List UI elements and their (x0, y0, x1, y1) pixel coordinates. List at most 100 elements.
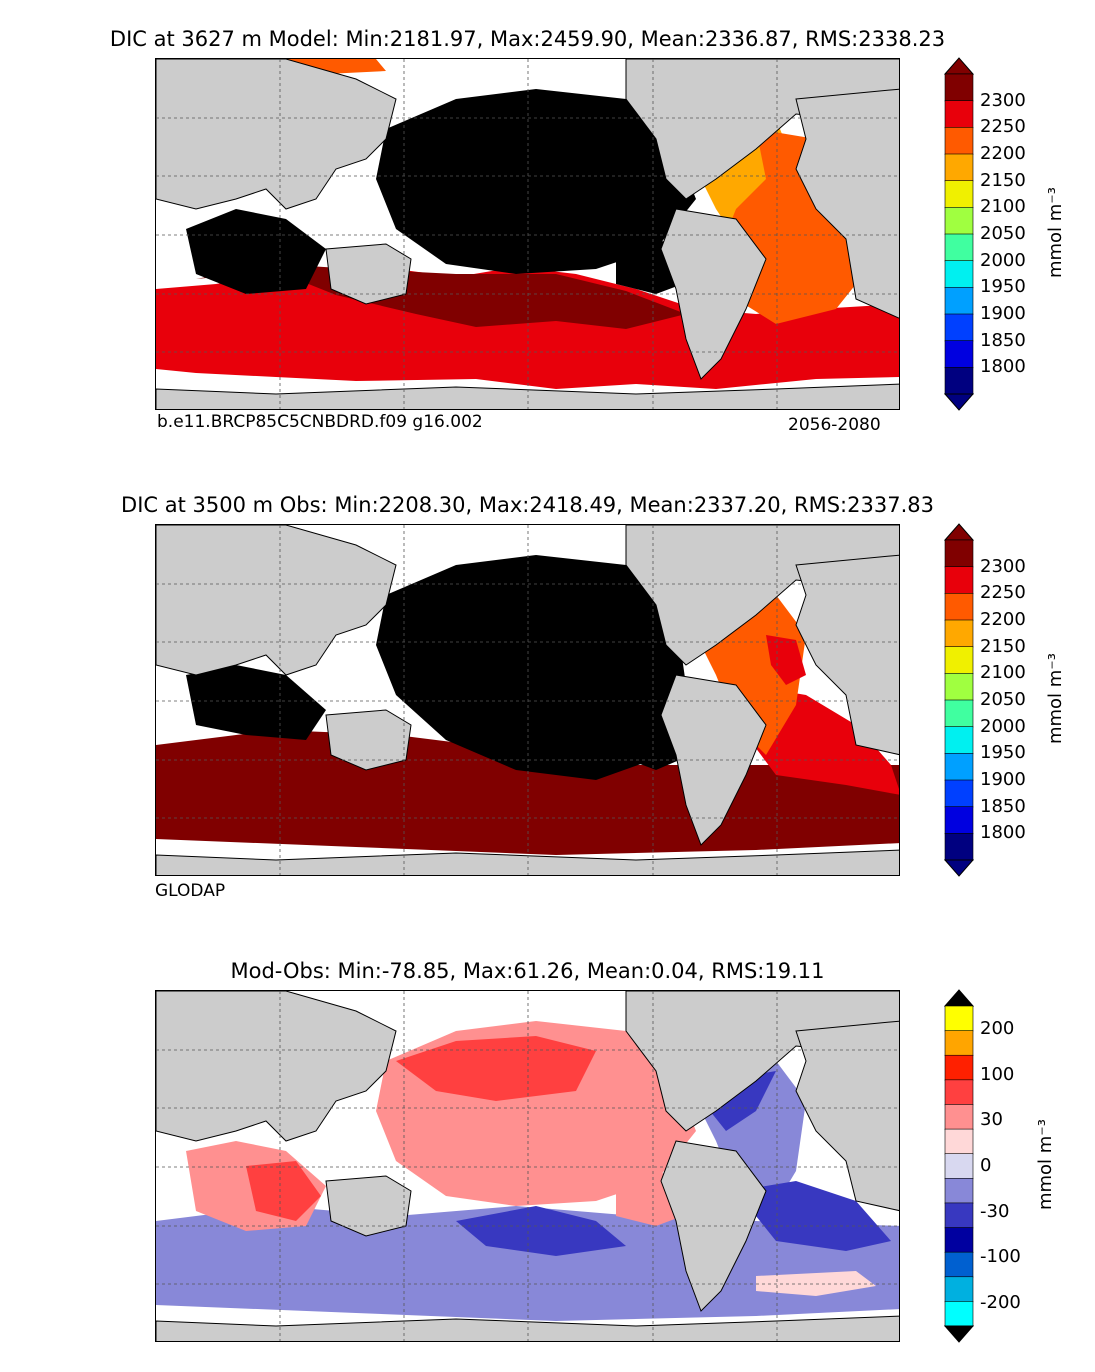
map-model-svg (156, 59, 899, 409)
graticule (156, 991, 899, 1341)
map-model (155, 58, 900, 410)
colorbar-tick-label: 100 (980, 1063, 1015, 1085)
colorbar-tick-label: 1950 (980, 276, 1026, 298)
colorbar-tick-label: 200 (980, 1017, 1015, 1039)
south-america-land (660, 674, 767, 846)
colorbar-tick-label: 2250 (980, 582, 1026, 604)
colorbar-segment (944, 1054, 974, 1081)
colorbar-segment (944, 1153, 974, 1180)
colorbar-tick-label: 30 (980, 1109, 1003, 1131)
colorbar-segment (944, 833, 974, 861)
colorbar-segment (944, 153, 974, 182)
australia-land (325, 243, 412, 305)
map-obs-svg (156, 525, 899, 875)
colorbar-segment (944, 1079, 974, 1106)
colorbar (943, 57, 975, 411)
southern-deep-field (196, 264, 686, 329)
colorbar-unit: mmol m⁻³ (1045, 186, 1067, 279)
colorbar-segment (944, 1202, 974, 1229)
colorbar-unit: mmol m⁻³ (1045, 652, 1067, 745)
map-obs (155, 524, 900, 876)
colorbar-extend-bottom (943, 1325, 975, 1343)
colorbar-tick-label: 2000 (980, 715, 1026, 737)
colorbar-segment (944, 593, 974, 621)
colorbar-segment (944, 726, 974, 755)
south-america-land (660, 208, 767, 380)
colorbar-unit: mmol m⁻³ (1035, 1118, 1057, 1211)
colorbar-segment (944, 127, 974, 155)
map-diff-svg (156, 991, 899, 1341)
colorbar-segment (944, 1251, 974, 1278)
colorbar-segment (944, 1128, 974, 1155)
colorbar-segment (944, 1104, 974, 1130)
colorbar-segment (944, 646, 974, 675)
colorbar-tick-label: 0 (980, 1155, 992, 1176)
colorbar (943, 523, 975, 877)
colorbar-segment (944, 367, 974, 395)
colorbar-svg (943, 989, 975, 1343)
colorbar-segment (944, 313, 974, 342)
colorbar-segment (944, 233, 974, 262)
australia-land (325, 709, 412, 771)
colorbar-segment (944, 1005, 974, 1032)
europe-africa-land (795, 554, 899, 756)
europe-africa-land (795, 1020, 899, 1212)
colorbar-tick-label: 2000 (980, 249, 1026, 271)
colorbar-extend-bottom (943, 393, 975, 411)
pacific-field (376, 89, 696, 274)
map-diff (155, 990, 900, 1342)
panel-title: DIC at 3500 m Obs: Min:2208.30, Max:2418… (121, 493, 934, 517)
europe-africa-land (795, 88, 899, 319)
pacific-core-field (396, 1036, 596, 1101)
indian-core-field (246, 1161, 321, 1221)
antarctica-land (156, 849, 899, 875)
colorbar-tick-label: -100 (980, 1246, 1021, 1268)
colorbar-extend-top (943, 523, 975, 541)
colorbar-tick-label: 2050 (980, 689, 1026, 710)
eurasia-land (156, 525, 397, 676)
colorbar-segment (944, 1178, 974, 1204)
colorbar-tick-label: 2300 (980, 89, 1026, 111)
colorbar-tick-label: 2100 (980, 662, 1026, 684)
atlantic-south-field (736, 1181, 891, 1251)
colorbar-tick-label: 2050 (980, 223, 1026, 244)
caption-left: b.e11.BRCP85C5CNBDRD.f09 g16.002 (157, 412, 483, 432)
colorbar-segment (944, 753, 974, 781)
colorbar-tick-label: 1950 (980, 742, 1026, 764)
indian-field (186, 209, 326, 294)
colorbar-segment (944, 806, 974, 835)
colorbar-tick-label: -30 (980, 1200, 1010, 1222)
antarctica-land (156, 383, 899, 409)
north-america-land (625, 59, 899, 200)
colorbar-tick-label: 1800 (980, 356, 1026, 378)
colorbar-segment (944, 100, 974, 129)
colorbar-extend-top (943, 989, 975, 1007)
eurasia-land (156, 991, 397, 1142)
pacific-field (376, 555, 686, 780)
southern-blue-field (456, 1206, 626, 1256)
colorbar-segment (944, 1227, 974, 1253)
colorbar-tick-label: 2200 (980, 609, 1026, 630)
colorbar-segment (944, 1276, 974, 1303)
colorbar-tick-label: 1900 (980, 769, 1026, 790)
graticule (156, 525, 899, 875)
colorbar-segment (944, 779, 974, 808)
colorbar-segment (944, 180, 974, 209)
atlantic-core-field (766, 635, 806, 685)
colorbar-tick-label: 1900 (980, 303, 1026, 324)
colorbar-segment (944, 673, 974, 701)
colorbar (943, 989, 975, 1343)
southern-pink-field (756, 1271, 876, 1296)
south-america-land (660, 1140, 767, 1312)
colorbar-tick-label: 1850 (980, 795, 1026, 817)
colorbar-segment (944, 287, 974, 315)
colorbar-tick-label: -200 (980, 1292, 1021, 1314)
graticule (156, 59, 899, 409)
caption-right: 2056-2080 (788, 415, 881, 435)
colorbar-tick-label: 1850 (980, 329, 1026, 351)
north-america-land (625, 991, 899, 1132)
caption-left: GLODAP (155, 881, 226, 901)
colorbar-svg (943, 523, 975, 877)
colorbar-segment (944, 1030, 974, 1057)
colorbar-tick-label: 2200 (980, 143, 1026, 164)
